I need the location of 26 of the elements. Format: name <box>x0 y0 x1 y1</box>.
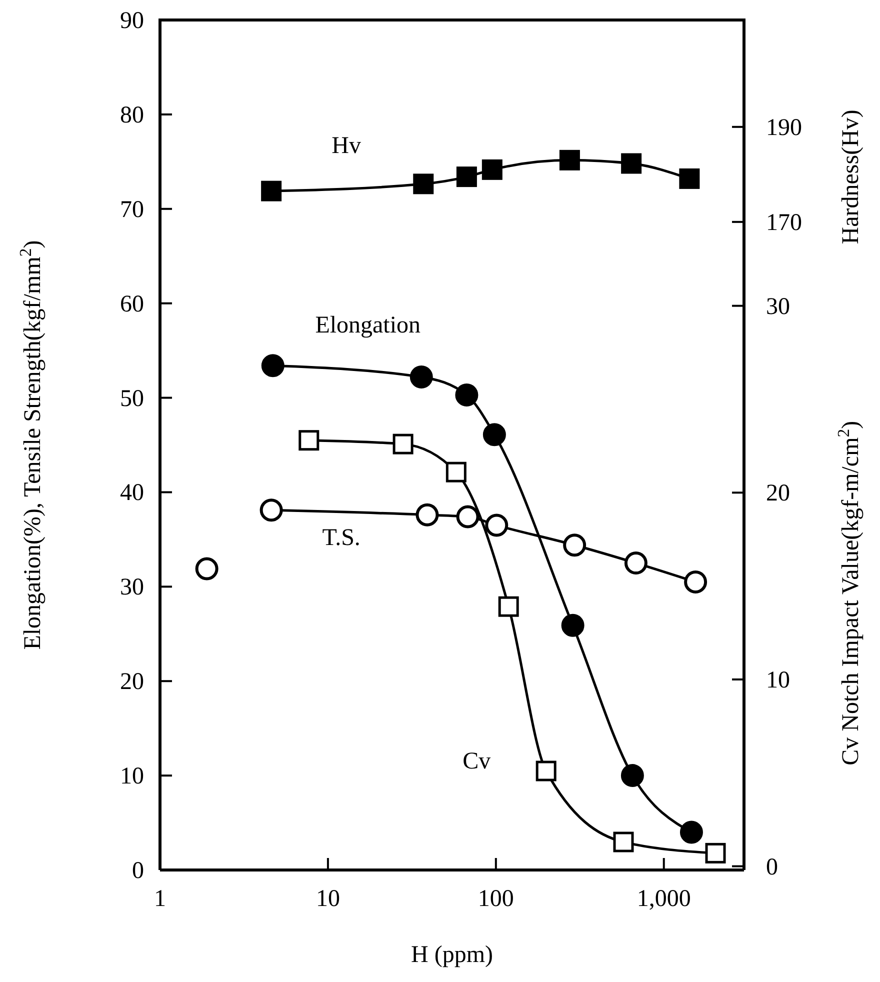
x-axis-title: H (ppm) <box>411 942 493 968</box>
y-tick-label: 30 <box>120 574 144 601</box>
y-tick-label: 40 <box>120 480 144 506</box>
y-tick-label: 10 <box>120 764 144 790</box>
y3-tick-label: 30 <box>766 294 790 320</box>
x-tick-label: 100 <box>478 886 514 912</box>
x-tick-label: 1 <box>154 886 166 912</box>
series-label: Hv <box>332 133 361 160</box>
y-tick-label: 60 <box>120 291 144 318</box>
y2-tick-label: 170 <box>766 210 802 236</box>
y-tick-label: 90 <box>120 8 144 34</box>
y3-tick-label: 0 <box>766 854 778 880</box>
series-label: T.S. <box>322 525 360 552</box>
x-tick-label: 1,000 <box>636 886 691 912</box>
y2-tick-label: 190 <box>766 114 802 141</box>
y-tick-label: 20 <box>120 669 144 696</box>
y3-tick-label: 10 <box>766 667 790 694</box>
series-label: Cv <box>462 748 491 775</box>
y-tick-label: 80 <box>120 102 144 128</box>
y2-axis-title: Hardness(Hv) <box>838 110 864 244</box>
y3-tick-label: 20 <box>766 480 790 507</box>
y-tick-label: 50 <box>120 386 144 412</box>
x-tick-label: 10 <box>316 886 340 912</box>
y-tick-label: 70 <box>120 196 144 223</box>
y-tick-label: 0 <box>132 858 144 884</box>
series-label: Elongation <box>315 312 421 339</box>
